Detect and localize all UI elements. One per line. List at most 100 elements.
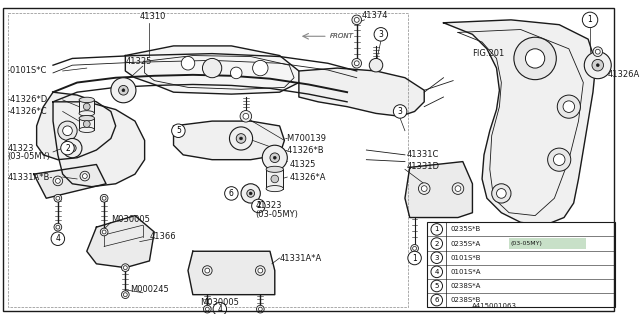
Circle shape: [421, 186, 427, 191]
Polygon shape: [34, 164, 106, 198]
Text: 6: 6: [229, 189, 234, 198]
Text: (03-05MY): (03-05MY): [511, 241, 543, 246]
Ellipse shape: [266, 166, 284, 172]
Ellipse shape: [79, 116, 95, 121]
Text: 1: 1: [412, 253, 417, 262]
Circle shape: [71, 147, 74, 149]
Ellipse shape: [79, 111, 95, 116]
Text: (03-05MY): (03-05MY): [8, 152, 51, 161]
Ellipse shape: [266, 186, 284, 192]
Circle shape: [230, 127, 253, 150]
Text: 3: 3: [378, 30, 383, 39]
Circle shape: [249, 192, 252, 195]
Circle shape: [419, 183, 430, 194]
Text: 41325: 41325: [125, 57, 152, 66]
Circle shape: [584, 52, 611, 79]
Circle shape: [413, 246, 417, 250]
Circle shape: [554, 154, 565, 165]
Circle shape: [80, 171, 90, 181]
Polygon shape: [444, 20, 596, 225]
Circle shape: [83, 103, 90, 110]
Circle shape: [225, 187, 238, 200]
Text: 2: 2: [435, 241, 439, 246]
Circle shape: [239, 137, 243, 140]
Text: -41326*B: -41326*B: [284, 146, 324, 155]
Circle shape: [56, 225, 60, 229]
Text: 41323: 41323: [8, 144, 34, 153]
Circle shape: [262, 145, 287, 170]
Circle shape: [497, 188, 506, 198]
Circle shape: [204, 305, 211, 313]
Circle shape: [247, 189, 255, 197]
Circle shape: [596, 64, 599, 67]
Text: 41326A: 41326A: [607, 70, 639, 79]
Text: 2: 2: [256, 202, 260, 211]
Text: 0238S*B: 0238S*B: [451, 297, 481, 303]
Text: -41326*D: -41326*D: [8, 95, 48, 104]
Circle shape: [374, 28, 388, 41]
Text: M030005: M030005: [111, 215, 150, 224]
Circle shape: [68, 144, 76, 152]
Circle shape: [243, 113, 249, 119]
Ellipse shape: [79, 127, 95, 132]
Circle shape: [355, 61, 359, 66]
Circle shape: [431, 294, 442, 306]
Circle shape: [582, 12, 598, 28]
Circle shape: [514, 37, 556, 80]
Circle shape: [595, 49, 600, 54]
Text: 5: 5: [176, 126, 181, 135]
Text: 4: 4: [56, 234, 60, 243]
Circle shape: [181, 57, 195, 70]
Text: 4: 4: [435, 269, 439, 275]
Text: 41323: 41323: [255, 202, 282, 211]
Polygon shape: [36, 92, 116, 160]
Text: 0238S*A: 0238S*A: [451, 283, 481, 289]
Circle shape: [408, 251, 421, 265]
Circle shape: [563, 101, 575, 112]
Bar: [79, 118, 95, 130]
Circle shape: [273, 156, 276, 159]
Circle shape: [255, 266, 265, 276]
Polygon shape: [53, 102, 145, 187]
Text: 41374: 41374: [362, 11, 388, 20]
Circle shape: [102, 230, 106, 234]
Circle shape: [592, 60, 604, 71]
Text: 41331A*A: 41331A*A: [280, 253, 322, 262]
Circle shape: [431, 266, 442, 278]
Text: 6: 6: [435, 297, 439, 303]
Circle shape: [51, 232, 65, 245]
Polygon shape: [188, 251, 275, 295]
Circle shape: [205, 307, 209, 311]
Text: A415001063: A415001063: [472, 303, 517, 309]
Circle shape: [172, 124, 185, 138]
Circle shape: [411, 244, 419, 252]
Polygon shape: [87, 216, 154, 268]
Circle shape: [548, 148, 571, 171]
Circle shape: [58, 121, 77, 140]
Text: 0101S*A: 0101S*A: [451, 269, 481, 275]
Text: -M700139: -M700139: [284, 134, 326, 143]
Bar: [509, 238, 586, 249]
Text: 41366: 41366: [150, 232, 176, 241]
Text: -41326*C: -41326*C: [8, 107, 47, 116]
Circle shape: [83, 174, 87, 179]
Circle shape: [230, 67, 242, 79]
Circle shape: [122, 89, 125, 92]
Circle shape: [241, 184, 260, 203]
Text: FIG.201: FIG.201: [472, 49, 505, 58]
Circle shape: [431, 280, 442, 292]
Bar: [8, 13, 408, 307]
Bar: [266, 169, 284, 188]
Circle shape: [352, 59, 362, 68]
Circle shape: [83, 121, 90, 127]
Circle shape: [100, 194, 108, 202]
Circle shape: [394, 105, 407, 118]
Text: 1: 1: [588, 15, 593, 24]
Text: 3: 3: [435, 255, 439, 261]
Text: (03-05MY): (03-05MY): [255, 210, 298, 219]
Text: 41331A*B-: 41331A*B-: [8, 172, 53, 181]
Circle shape: [61, 141, 74, 155]
Circle shape: [53, 176, 63, 186]
Circle shape: [56, 196, 60, 200]
Circle shape: [452, 183, 464, 194]
